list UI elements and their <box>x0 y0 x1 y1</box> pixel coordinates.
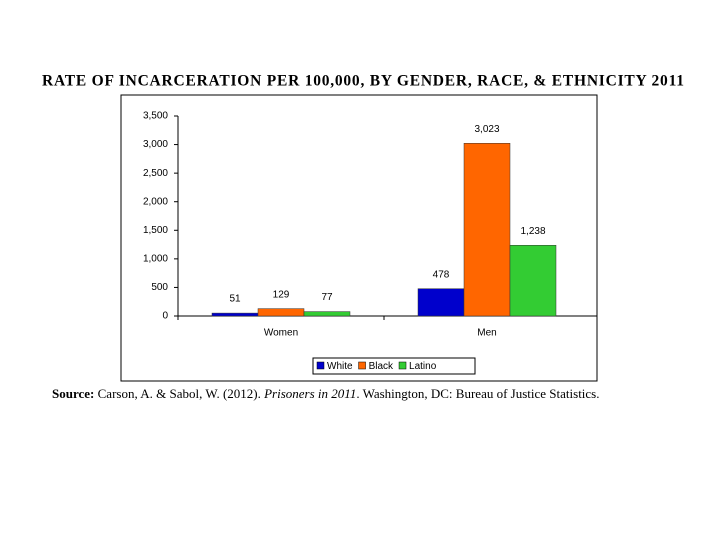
value-label: 77 <box>321 292 333 303</box>
legend-label: Latino <box>409 361 437 372</box>
value-label: 1,238 <box>520 226 545 237</box>
y-tick-label: 3,000 <box>143 139 168 150</box>
y-tick-label: 500 <box>151 282 168 293</box>
source-title: Prisoners in 2011 <box>264 386 357 401</box>
y-tick-label: 3,500 <box>143 111 168 122</box>
chart-frame <box>120 94 598 382</box>
y-tick-label: 1,000 <box>143 253 168 264</box>
y-tick-label: 2,500 <box>143 168 168 179</box>
chart-title: RATE OF INCARCERATION PER 100,000, BY GE… <box>42 73 684 90</box>
bar <box>303 311 351 317</box>
value-label: 51 <box>229 294 241 305</box>
value-label: 129 <box>273 289 290 300</box>
y-tick-label: 2,000 <box>143 196 168 207</box>
bar <box>211 312 259 317</box>
y-tick-label: 0 <box>162 311 168 322</box>
x-tick-label: Men <box>477 328 496 339</box>
legend-swatch <box>316 361 325 370</box>
legend-swatch <box>398 361 407 370</box>
bar <box>509 245 557 317</box>
x-tick-label: Women <box>264 328 298 339</box>
value-label: 478 <box>433 269 450 280</box>
legend-box <box>312 357 476 375</box>
value-label: 3,023 <box>474 124 499 135</box>
legend-label: Black <box>369 361 394 372</box>
source-text: . Washington, DC: Bureau of Justice Stat… <box>356 386 600 401</box>
source: Source: Carson, A. & Sabol, W. (2012). P… <box>52 386 600 402</box>
legend-label: White <box>327 361 353 372</box>
source-label: Source: <box>52 386 95 401</box>
bar <box>463 143 511 317</box>
source-text: Carson, A. & Sabol, W. (2012). <box>97 386 261 401</box>
y-tick-label: 1,500 <box>143 225 168 236</box>
bar <box>257 308 305 317</box>
bar <box>417 288 465 317</box>
legend-swatch <box>358 361 366 370</box>
